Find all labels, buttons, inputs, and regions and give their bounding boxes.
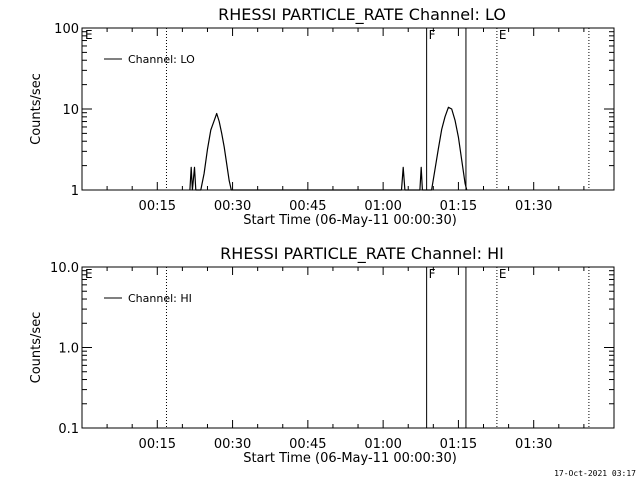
footer-timestamp: 17-Oct-2021 03:17 [554, 469, 636, 478]
y-tick-label: 10.0 [50, 261, 79, 276]
x-tick-label: 00:45 [289, 437, 326, 452]
event-marker-label: E [499, 28, 507, 42]
y-axis-label: Counts/sec [29, 73, 44, 145]
y-axis-label: Counts/sec [29, 312, 44, 384]
chart-title: RHESSI PARTICLE_RATE Channel: HI [220, 244, 504, 264]
y-tick-label: 10 [62, 103, 79, 118]
x-axis-label: Start Time (06-May-11 00:00:30) [243, 451, 457, 466]
x-tick-label: 01:30 [515, 199, 552, 214]
x-tick-label: 01:15 [440, 199, 477, 214]
x-tick-label: 00:15 [139, 437, 176, 452]
x-tick-label: 00:45 [289, 199, 326, 214]
x-tick-label: 00:15 [139, 199, 176, 214]
chart-panel-2: RHESSI PARTICLE_RATE Channel: HI Start Ti… [29, 244, 614, 466]
x-tick-label: 01:15 [440, 437, 477, 452]
x-tick-label: 00:30 [214, 199, 251, 214]
y-tick-label: 100 [54, 22, 79, 37]
event-marker-label: E [499, 267, 507, 281]
y-tick-label: 1.0 [58, 342, 79, 357]
x-tick-label: 01:00 [364, 437, 401, 452]
event-marker-label: E [85, 28, 93, 42]
event-marker-label: F [429, 267, 436, 281]
x-tick-label: 01:30 [515, 437, 552, 452]
event-marker-label: E [85, 267, 93, 281]
event-marker-label: F [429, 28, 436, 42]
legend-label: Channel: HI [128, 292, 192, 305]
chart-panel-1: RHESSI PARTICLE_RATE Channel: LO Start Ti… [29, 5, 614, 228]
x-tick-label: 00:30 [214, 437, 251, 452]
y-tick-label: 0.1 [58, 422, 79, 437]
chart-title: RHESSI PARTICLE_RATE Channel: LO [218, 5, 506, 25]
legend-label: Channel: LO [128, 53, 195, 66]
x-tick-label: 01:00 [364, 199, 401, 214]
series-line [190, 107, 467, 190]
x-axis-label: Start Time (06-May-11 00:00:30) [243, 213, 457, 228]
y-tick-label: 1 [71, 184, 79, 199]
